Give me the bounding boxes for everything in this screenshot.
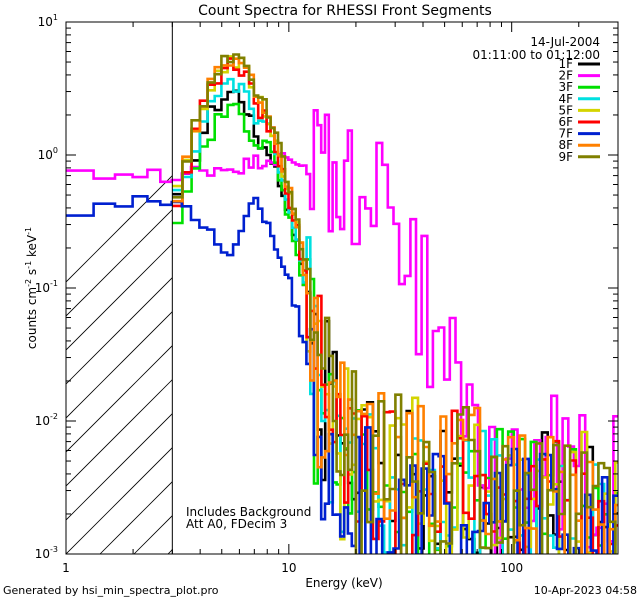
legend-label-7F: 7F bbox=[558, 127, 573, 141]
hatch-line bbox=[66, 447, 173, 554]
y-tick-label: 101 bbox=[38, 13, 58, 29]
x-axis-label: Energy (keV) bbox=[305, 576, 382, 590]
y-label-exp3: -1 bbox=[24, 227, 33, 235]
x-tick-label: 100 bbox=[500, 561, 523, 575]
time-range-label: 01:11:00 to 01:12:00 bbox=[473, 48, 600, 62]
y-label-s: s bbox=[25, 269, 39, 279]
annotation-background: Includes Background bbox=[186, 505, 311, 519]
hatch-line bbox=[66, 277, 173, 385]
hatch-line bbox=[66, 379, 173, 487]
footer-timestamp: 10-Apr-2023 04:58 bbox=[534, 584, 637, 597]
y-label-exp1: -2 bbox=[24, 279, 33, 287]
legend-label-5F: 5F bbox=[558, 103, 573, 117]
legend-label-8F: 8F bbox=[558, 138, 573, 152]
legend-label-1F: 1F bbox=[558, 57, 573, 71]
low-energy-hatch-region bbox=[66, 175, 173, 554]
y-tick-label: 10-3 bbox=[35, 545, 58, 561]
date-label: 14-Jul-2004 bbox=[530, 35, 600, 49]
legend-label-9F: 9F bbox=[558, 150, 573, 164]
y-label-exp2: -1 bbox=[24, 261, 33, 269]
legend-label-6F: 6F bbox=[558, 115, 573, 129]
footer-generated-by: Generated by hsi_min_spectra_plot.pro bbox=[3, 584, 219, 597]
legend-label-3F: 3F bbox=[558, 80, 573, 94]
legend-label-2F: 2F bbox=[558, 69, 573, 83]
y-tick-label: 10-1 bbox=[35, 279, 58, 295]
x-tick-label: 1 bbox=[62, 561, 70, 575]
series-line-2F bbox=[66, 109, 618, 554]
series-line-8F bbox=[172, 57, 618, 554]
series-line-7F bbox=[66, 195, 618, 554]
x-tick-label: 10 bbox=[281, 561, 296, 575]
legend-label-4F: 4F bbox=[558, 92, 573, 106]
hatch-line bbox=[66, 413, 173, 521]
annotation-attenuator: Att A0, FDecim 3 bbox=[186, 517, 287, 531]
y-tick-label: 10-2 bbox=[35, 412, 58, 428]
hatch-line bbox=[66, 243, 173, 351]
y-axis-label: counts cm-2 s-1 keV-1 bbox=[24, 227, 39, 349]
series-line-9F bbox=[172, 53, 617, 554]
hatch-line bbox=[66, 209, 173, 317]
chart-title: Count Spectra for RHESSI Front Segments bbox=[198, 3, 492, 19]
y-label-kev: keV bbox=[25, 234, 39, 261]
axis-ticks: 1 10 100 101 100 10-1 10-2 10-3 bbox=[35, 13, 619, 575]
y-label-main: counts cm bbox=[25, 287, 39, 349]
y-tick-label: 100 bbox=[38, 146, 58, 162]
series-lines bbox=[66, 53, 618, 554]
